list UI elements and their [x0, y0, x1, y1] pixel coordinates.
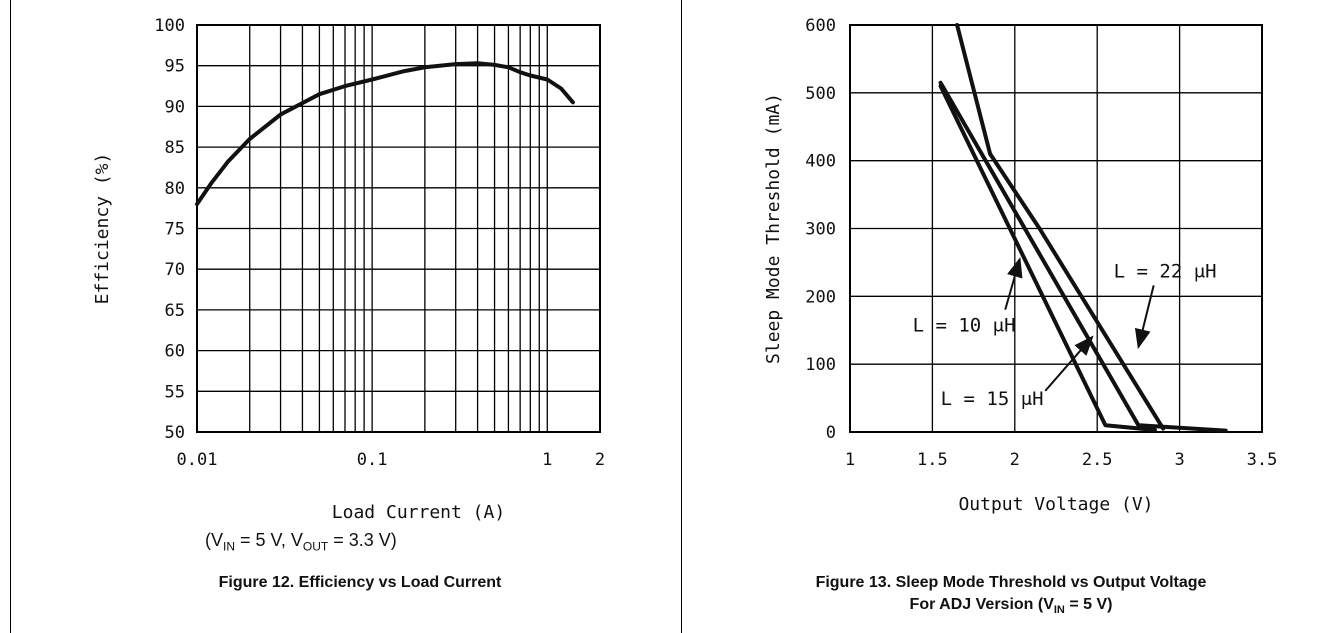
x-axis-label: Load Current (A)	[332, 502, 505, 523]
y-tick-label: 100	[805, 355, 836, 375]
efficiency-curve	[195, 61, 575, 207]
series-line-1	[938, 84, 1157, 432]
y-tick-label: 70	[165, 260, 185, 280]
y-tick-label: 300	[805, 220, 836, 240]
divider-line	[681, 0, 682, 633]
y-axis-label: Sleep Mode Threshold (mA)	[763, 93, 784, 364]
series-line-2	[938, 80, 1228, 433]
plot-border	[196, 24, 601, 433]
x-tick-label: 2.5	[1082, 450, 1113, 470]
figure-12-caption: Figure 12. Efficiency vs Load Current	[218, 574, 502, 591]
efficiency-chart: 50 55 60 65 70 75 80 85 90 95 100 0.01 0.1 1 2 Load Cur…	[92, 16, 605, 523]
annotation-arrow-1	[1004, 257, 1023, 310]
x-axis-label: Output Voltage (V)	[958, 494, 1153, 515]
annotation-label-1: L = 10 μH	[913, 315, 1016, 337]
figure-13-caption-line1: Figure 13. Sleep Mode Threshold vs Outpu…	[815, 574, 1207, 591]
y-tick-label: 75	[165, 220, 185, 240]
sleep-threshold-chart: 0 100 200 300 400 500 600 1 1.5 2 2.5 3 3.5 Output Vo…	[763, 16, 1278, 515]
annotation-arrow-3	[1134, 285, 1155, 350]
annotation-label-3: L = 22 μH	[1114, 260, 1217, 282]
y-tick-label: 80	[165, 179, 185, 199]
x-tick-label: 0.1	[357, 450, 388, 470]
annotation-arrow-2	[1044, 335, 1094, 392]
x-tick-label: 1	[845, 450, 855, 470]
y-tick-label: 90	[165, 97, 185, 117]
y-axis-label: Efficiency (%)	[92, 153, 113, 305]
y-tick-label: 500	[805, 84, 836, 104]
y-tick-label: 60	[165, 342, 185, 362]
x-tick-label: 3.5	[1247, 450, 1278, 470]
x-tick-label: 2	[595, 450, 605, 470]
y-tick-label: 55	[165, 382, 185, 402]
figure-13-caption: Figure 13. Sleep Mode Threshold vs Outpu…	[682, 572, 1340, 621]
plot-border	[849, 24, 1263, 433]
figure-13-caption-line2: For ADJ Version (VIN = 5 V)	[909, 596, 1113, 617]
y-tick-label: 50	[165, 423, 185, 443]
y-tick-label: 85	[165, 138, 185, 158]
series-line-3	[955, 23, 1166, 431]
test-conditions: (VIN = 5 V, VOUT = 3.3 V)	[205, 530, 397, 554]
annotation-label-2: L = 15 μH	[941, 388, 1044, 410]
y-tick-label: 200	[805, 287, 836, 307]
y-tick-label: 95	[165, 57, 185, 77]
y-tick-label: 400	[805, 152, 836, 172]
y-tick-label: 100	[154, 16, 185, 36]
x-tick-label: 1.5	[917, 450, 948, 470]
x-tick-label: 2	[1010, 450, 1020, 470]
x-tick-label: 0.01	[177, 450, 218, 470]
left-panel-border	[10, 0, 11, 633]
y-tick-label: 0	[826, 423, 836, 443]
y-tick-label: 600	[805, 16, 836, 36]
x-tick-label: 3	[1174, 450, 1184, 470]
x-tick-label: 1	[542, 450, 552, 470]
y-tick-label: 65	[165, 301, 185, 321]
